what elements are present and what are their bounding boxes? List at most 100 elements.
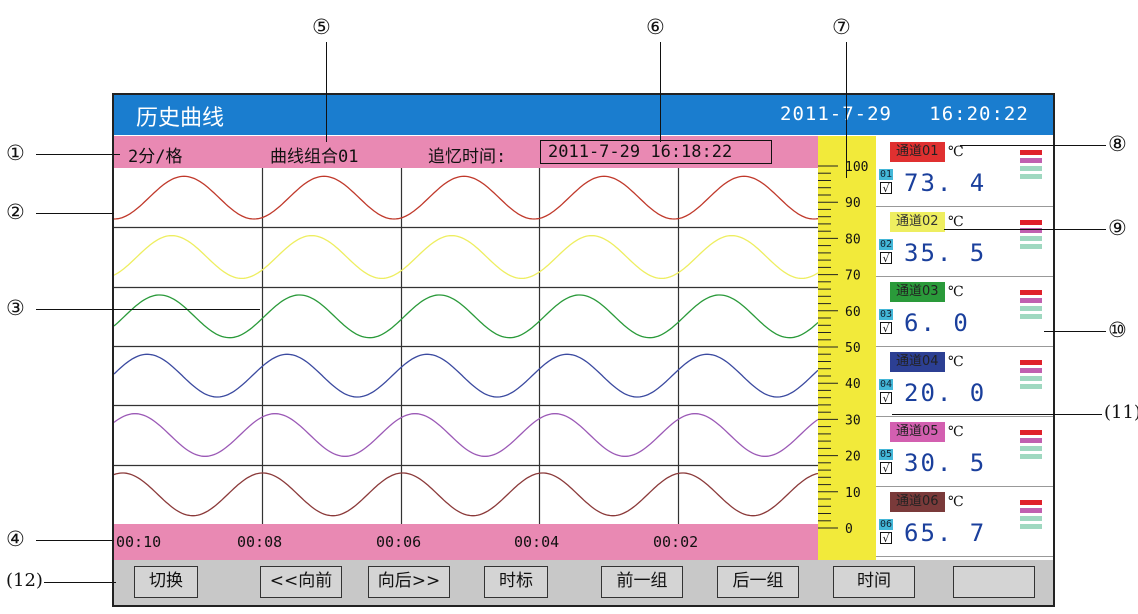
time-marker-button[interactable]: 时标 (484, 566, 548, 598)
channel-row[interactable]: 通道03 ℃ 03 √ 6. 0 (876, 278, 1053, 347)
channel-checkbox[interactable]: √ (880, 322, 892, 334)
channel-alarm-bars (1020, 500, 1042, 532)
page-title: 历史曲线 (136, 100, 224, 132)
scale-label: 90 (845, 196, 861, 211)
alarm-bar (1020, 174, 1042, 179)
channel-value: 6. 0 (904, 309, 970, 337)
callout-1: ① (6, 141, 25, 165)
callout-7: ⑦ (832, 15, 851, 39)
alarm-bar (1020, 368, 1042, 373)
callout-8: ⑧ (1108, 132, 1127, 156)
time-tick: 00:08 (237, 533, 282, 551)
scale-label: 0 (845, 522, 853, 537)
curve-group-label: 曲线组合01 (270, 142, 358, 167)
previous-group-button[interactable]: 前一组 (601, 566, 683, 598)
alarm-bar (1020, 166, 1042, 171)
callout-2: ② (6, 200, 25, 224)
channel-value: 35. 5 (904, 239, 986, 267)
time-tick: 00:02 (653, 533, 698, 551)
channel-number: 04 (879, 379, 893, 390)
scale-label: 20 (845, 450, 861, 465)
alarm-bar (1020, 314, 1042, 319)
alarm-bar (1020, 500, 1042, 505)
alarm-bar (1020, 524, 1042, 529)
channel-unit: ℃ (948, 284, 964, 300)
scale-label: 50 (845, 341, 861, 356)
recall-time-label: 追忆时间: (428, 142, 506, 167)
callout-line (326, 42, 327, 142)
channel-row[interactable]: 通道01 ℃ 01 √ 73. 4 (876, 138, 1053, 207)
alarm-bar (1020, 150, 1042, 155)
next-group-button[interactable]: 后一组 (717, 566, 799, 598)
channel-value: 30. 5 (904, 449, 986, 477)
channel-value: 73. 4 (904, 169, 986, 197)
channel-value: 20. 0 (904, 379, 986, 407)
switch-button[interactable]: 切换 (134, 566, 198, 598)
callout-5: ⑤ (312, 15, 331, 39)
channel-row[interactable]: 通道05 ℃ 05 √ 30. 5 (876, 418, 1053, 487)
back-button[interactable]: <<向前 (260, 566, 342, 598)
alarm-bar (1020, 508, 1042, 513)
alarm-bar (1020, 516, 1042, 521)
forward-button[interactable]: 向后>> (368, 566, 450, 598)
alarm-bar (1020, 298, 1042, 303)
channel-unit: ℃ (948, 214, 964, 230)
alarm-bar (1020, 220, 1042, 225)
channel-checkbox[interactable]: √ (880, 392, 892, 404)
channel-number: 06 (879, 519, 893, 530)
alarm-bar (1020, 306, 1042, 311)
alarm-bar (1020, 454, 1042, 459)
channel-alarm-bars (1020, 430, 1042, 462)
channel-name: 通道05 (890, 422, 945, 442)
time-axis-bar (114, 524, 818, 560)
channel-curve-3 (114, 295, 818, 338)
alarm-bar (1020, 376, 1042, 381)
alarm-bar (1020, 430, 1042, 435)
scale-label: 80 (845, 232, 861, 247)
scale-label: 60 (845, 305, 861, 320)
callout-9: ⑨ (1108, 216, 1127, 240)
scale-label: 70 (845, 269, 861, 284)
channel-checkbox[interactable]: √ (880, 252, 892, 264)
recall-time-value: 2011-7-29 16:18:22 (548, 142, 732, 162)
channel-unit: ℃ (948, 354, 964, 370)
channel-curve-2 (114, 236, 818, 279)
channel-checkbox[interactable]: √ (880, 532, 892, 544)
channel-name: 通道01 (890, 142, 945, 162)
channel-name: 通道03 (890, 282, 945, 302)
callout-line (36, 213, 114, 214)
channel-row[interactable]: 通道06 ℃ 06 √ 65. 7 (876, 488, 1053, 557)
alarm-bar (1020, 438, 1042, 443)
time-button[interactable]: 时间 (833, 566, 915, 598)
callout-4: ④ (6, 527, 25, 551)
scale-label: 100 (845, 160, 868, 175)
callout-line (44, 582, 116, 583)
channel-number: 02 (879, 239, 893, 250)
channel-checkbox[interactable]: √ (880, 182, 892, 194)
channel-checkbox[interactable]: √ (880, 462, 892, 474)
channel-row[interactable]: 通道02 ℃ 02 √ 35. 5 (876, 208, 1053, 277)
callout-line (846, 42, 847, 178)
channel-curve-1 (114, 176, 818, 219)
scale-label: 30 (845, 413, 861, 428)
channel-value: 65. 7 (904, 519, 986, 547)
alarm-bar (1020, 290, 1042, 295)
channel-alarm-bars (1020, 150, 1042, 182)
history-curve-chart (114, 168, 818, 524)
callout-line (660, 42, 661, 142)
channel-curve-4 (114, 354, 818, 397)
blank-button[interactable] (953, 566, 1035, 598)
callout-line (944, 229, 1106, 230)
callout-line (36, 309, 260, 310)
alarm-bar (1020, 158, 1042, 163)
channel-row[interactable]: 通道04 ℃ 04 √ 20. 0 (876, 348, 1053, 417)
alarm-bar (1020, 236, 1042, 241)
time-tick: 00:04 (514, 533, 559, 551)
current-time: 16:20:22 (929, 103, 1029, 125)
scale-label: 10 (845, 486, 861, 501)
channel-name: 通道02 (890, 212, 945, 232)
channel-alarm-bars (1020, 220, 1042, 252)
datetime-display: 2011-7-29 16:20:22 (780, 103, 1029, 125)
channel-number: 01 (879, 169, 893, 180)
callout-line (960, 145, 1106, 146)
